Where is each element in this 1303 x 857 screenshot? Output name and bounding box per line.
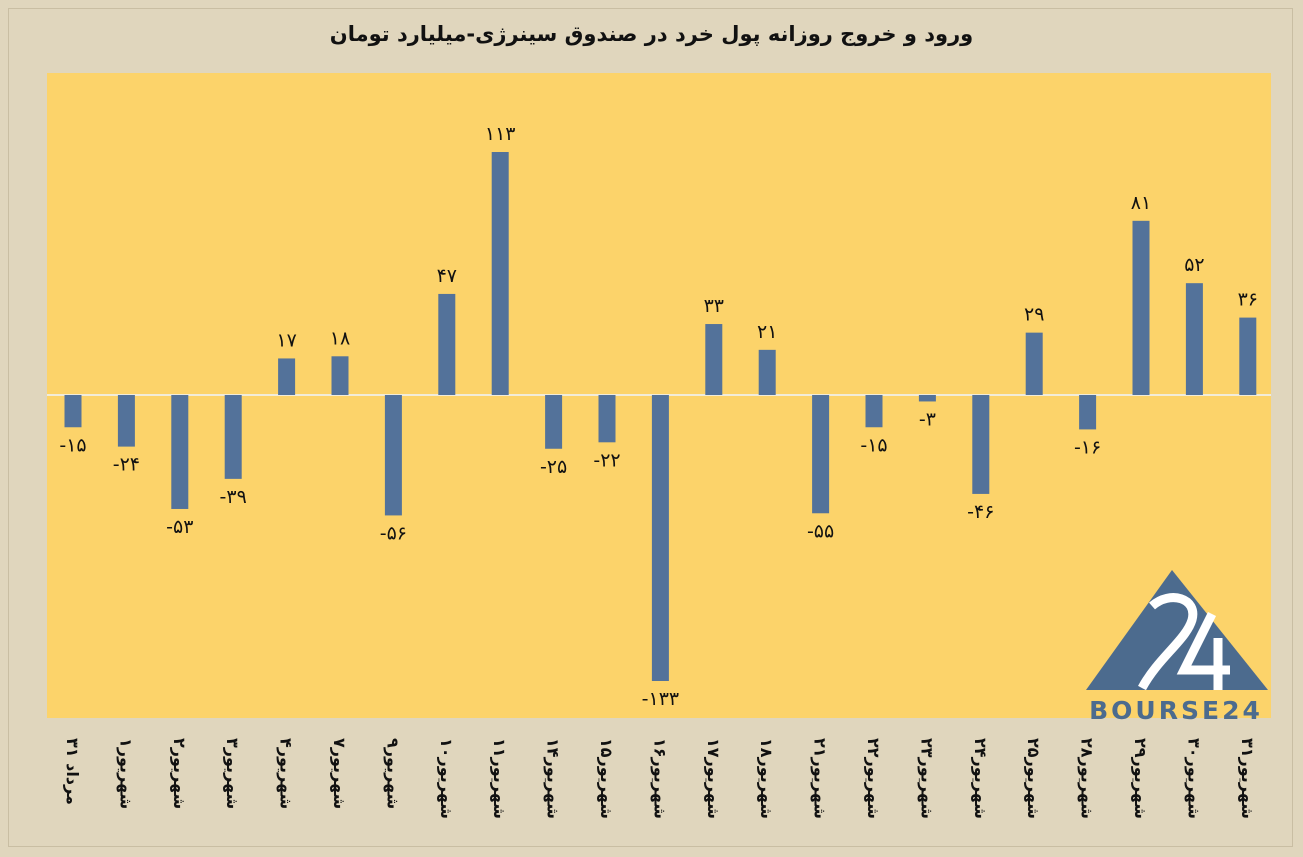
data-label-18: -۴۶ [967, 501, 994, 523]
data-label-5: ۱۷ [276, 329, 296, 351]
bar-10 [545, 395, 563, 449]
bar-21 [1132, 220, 1150, 395]
data-label-16: -۱۵ [860, 434, 887, 456]
chart-title: ورود و خروج روزانه پول خرد در صندوق سینر… [329, 22, 974, 46]
bar-6 [331, 356, 349, 395]
data-label-14: ۲۱ [757, 321, 777, 343]
category-label-14: ۱۸شهریور [757, 738, 776, 819]
category-label-15: ۲۱شهریور [811, 738, 830, 819]
data-label-3: -۵۳ [166, 516, 193, 538]
category-label-18: ۲۴شهریور [971, 738, 990, 819]
logo-text: BOURSE24 [1089, 696, 1263, 725]
category-label-22: ۳۰شهریور [1184, 738, 1203, 819]
bar-22 [1185, 283, 1203, 395]
category-label-21: ۲۹شهریور [1131, 738, 1150, 819]
data-label-8: ۴۷ [437, 265, 457, 287]
data-label-12: -۱۳۳ [642, 688, 679, 710]
data-label-13: ۳۳ [704, 295, 724, 317]
data-label-10: -۲۵ [540, 456, 567, 478]
bar-5 [278, 358, 296, 395]
data-label-9: ۱۱۳ [485, 123, 516, 145]
category-label-10: ۱۴شهریور [544, 738, 563, 819]
category-label-5: ۴شهریور [277, 738, 296, 809]
bar-20 [1079, 395, 1097, 430]
category-label-8: ۱۰شهریور [437, 738, 456, 819]
bar-17 [918, 395, 936, 402]
category-label-9: ۱۱شهریور [490, 738, 509, 819]
data-label-6: ۱۸ [330, 327, 350, 349]
bourse24-logo-icon [1086, 570, 1268, 691]
category-label-1: ۳۱ مرداد [63, 738, 82, 805]
bar-13 [705, 324, 723, 395]
category-label-20: ۲۸شهریور [1078, 738, 1097, 819]
category-label-2: ۱شهریور [116, 738, 135, 809]
bar-23 [1239, 317, 1257, 395]
bar-7 [384, 395, 402, 516]
bar-18 [972, 395, 990, 494]
category-label-4: ۳شهریور [223, 738, 242, 809]
category-label-23: ۳۱شهریور [1238, 738, 1257, 819]
bar-14 [758, 349, 776, 395]
data-label-23: ۳۶ [1238, 289, 1258, 311]
bar-12 [651, 395, 669, 681]
data-label-7: -۵۶ [380, 522, 407, 544]
data-label-1: -۱۵ [59, 434, 86, 456]
data-label-20: -۱۶ [1074, 436, 1101, 458]
data-label-11: -۲۲ [593, 449, 620, 471]
category-label-3: ۲شهریور [170, 738, 189, 809]
category-label-16: ۲۲شهریور [864, 738, 883, 819]
category-label-12: ۱۶شهریور [650, 738, 669, 819]
bar-3 [171, 395, 189, 509]
bar-11 [598, 395, 616, 443]
category-label-11: ۱۵شهریور [597, 738, 616, 819]
category-label-7: ۹شهریور [383, 738, 402, 809]
bar-2 [117, 395, 135, 447]
data-label-15: -۵۵ [807, 520, 834, 542]
data-label-4: -۳۹ [220, 486, 247, 508]
bar-19 [1025, 332, 1043, 395]
category-label-17: ۲۳شهریور [917, 738, 936, 819]
category-label-6: ۷شهریور [330, 738, 349, 809]
chart-frame [8, 8, 1293, 847]
data-label-2: -۲۴ [113, 454, 140, 476]
bar-15 [812, 395, 830, 514]
data-label-17: -۳ [919, 408, 936, 430]
bar-8 [438, 293, 456, 395]
category-label-19: ۲۵شهریور [1024, 738, 1043, 819]
bar-16 [865, 395, 883, 428]
data-label-22: ۵۲ [1184, 254, 1204, 276]
bar-9 [491, 152, 509, 395]
category-label-13: ۱۷شهریور [704, 738, 723, 819]
bar-1 [64, 395, 82, 428]
bar-4 [224, 395, 242, 479]
data-label-21: ۸۱ [1131, 192, 1151, 214]
data-label-19: ۲۹ [1024, 304, 1044, 326]
